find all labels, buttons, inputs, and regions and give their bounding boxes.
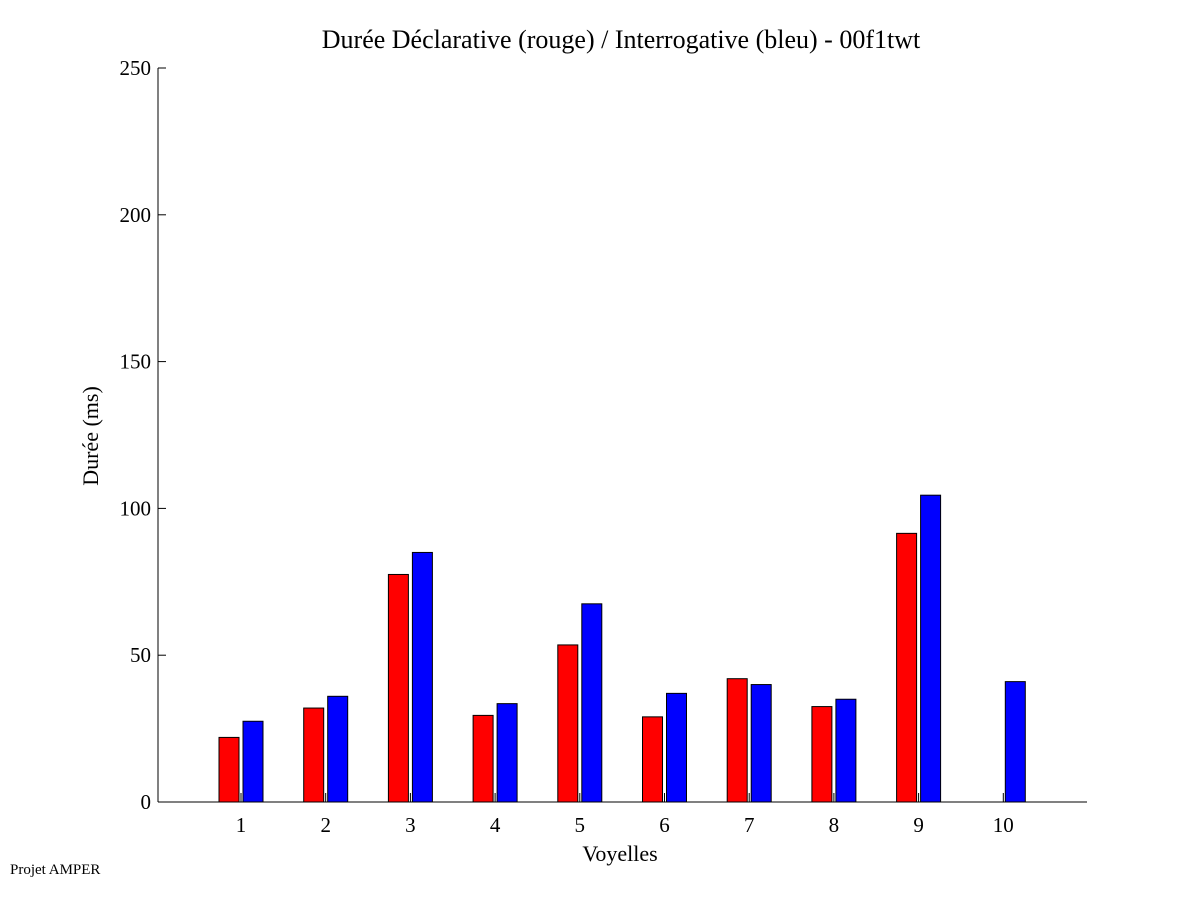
bar-series1-cat2	[303, 707, 325, 803]
y-tick-label-2: 100	[120, 496, 152, 520]
bar-series2-cat1	[242, 720, 264, 803]
bar-series1-cat9	[896, 532, 918, 803]
x-tick-label-6: 6	[659, 813, 670, 837]
x-tick-label-5: 5	[575, 813, 586, 837]
bar-series2-cat4	[496, 703, 518, 803]
bar-series1-cat4	[472, 714, 494, 803]
y-tick-label-5: 250	[120, 56, 152, 80]
bar-series1-cat6	[642, 716, 663, 803]
bar-series2-cat5	[581, 603, 603, 803]
y-tick-label-1: 50	[130, 643, 151, 667]
x-tick-label-7: 7	[744, 813, 755, 837]
bar-series2-cat8	[835, 698, 857, 803]
x-tick-label-9: 9	[913, 813, 924, 837]
bar-series2-cat9	[920, 494, 942, 803]
x-tick-label-10: 10	[993, 813, 1014, 837]
bar-series1-cat1	[218, 736, 240, 803]
x-tick-label-2: 2	[320, 813, 331, 837]
bar-series2-cat6	[666, 692, 687, 803]
y-axis-label: Durée (ms)	[78, 386, 103, 486]
y-tick-label-4: 200	[120, 203, 152, 227]
bar-series2-cat7	[750, 684, 772, 803]
chart-title: Durée Déclarative (rouge) / Interrogativ…	[322, 25, 921, 54]
plot-area: 0 50 100 150 200 250 1 2 3 4 5 6 7 8 9 10	[120, 56, 1087, 837]
y-tick-label-3: 150	[120, 350, 152, 374]
x-tick-label-3: 3	[405, 813, 416, 837]
bar-series2-cat3	[411, 551, 433, 803]
bar-series2-cat2	[327, 695, 349, 803]
x-axis-label: Voyelles	[582, 841, 657, 866]
footer-credit: Projet AMPER	[10, 862, 101, 878]
bar-series1-cat3	[387, 573, 409, 803]
y-tick-label-0: 0	[141, 790, 152, 814]
x-tick-label-8: 8	[829, 813, 840, 837]
bar-series1-cat8	[811, 706, 833, 803]
x-tick-label-1: 1	[236, 813, 247, 837]
x-tick-label-4: 4	[490, 813, 501, 837]
bar-series1-cat5	[557, 644, 579, 803]
bar-series2-cat10	[1004, 681, 1026, 803]
bar-series1-cat7	[726, 678, 748, 803]
